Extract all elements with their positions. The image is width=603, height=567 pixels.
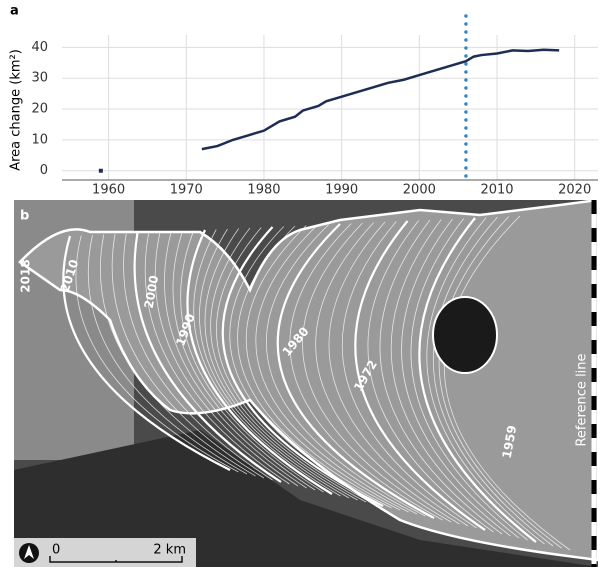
x-tick-label: 1990 xyxy=(325,183,358,198)
front-line xyxy=(144,232,290,485)
front-line xyxy=(87,234,248,475)
terrain xyxy=(14,430,598,567)
front-line xyxy=(164,231,307,489)
y-tick-label: 30 xyxy=(31,71,48,86)
front-line xyxy=(133,232,282,483)
front-line xyxy=(302,222,452,523)
front-line xyxy=(379,219,503,535)
front-line xyxy=(100,234,256,477)
front-line xyxy=(245,225,409,513)
front-line xyxy=(315,222,460,525)
front-line xyxy=(123,233,273,481)
scale-bar xyxy=(49,556,183,563)
front-line xyxy=(367,220,494,533)
scale-label: 0 xyxy=(52,543,60,558)
x-tick-label: 2000 xyxy=(403,183,436,198)
y-tick-label: 40 xyxy=(31,40,48,55)
front-line xyxy=(216,227,375,505)
year-label: 1959 xyxy=(500,424,520,459)
front-line xyxy=(154,231,299,487)
front-line xyxy=(266,224,426,517)
front-line xyxy=(199,228,350,499)
front-lines xyxy=(62,215,571,551)
front-line xyxy=(204,228,358,501)
front-line xyxy=(438,216,562,549)
scale-label: 2 km xyxy=(153,543,186,558)
front-line xyxy=(221,226,384,507)
front-line xyxy=(432,216,554,547)
front-line xyxy=(193,229,341,497)
front-line xyxy=(180,230,324,493)
x-tick-label: 2010 xyxy=(480,183,513,198)
front-line xyxy=(354,220,486,531)
year-label: 2018 xyxy=(19,259,33,292)
front-line xyxy=(172,230,316,491)
y-axis-label: Area change (km²) xyxy=(9,49,24,171)
year-label: 2000 xyxy=(142,274,162,309)
map-panel: b 2018 2010 2000 1990 1980 1972 1959 Ref… xyxy=(14,200,598,567)
y-tick-label: 10 xyxy=(31,132,48,147)
front-line xyxy=(443,215,571,551)
x-tick-label: 2020 xyxy=(558,183,591,198)
panel-label: a xyxy=(10,4,19,19)
front-line xyxy=(426,217,545,545)
front-line xyxy=(328,221,469,527)
y-tick-label: 0 xyxy=(40,163,48,178)
lake xyxy=(432,296,498,374)
front-line xyxy=(62,235,231,471)
front-line xyxy=(410,218,528,541)
data-line xyxy=(201,48,560,151)
panel-label: b xyxy=(20,209,29,224)
front-line xyxy=(276,223,435,519)
front-line xyxy=(289,223,443,521)
front-line xyxy=(341,221,477,529)
y-tick-label: 20 xyxy=(31,102,48,117)
front-line xyxy=(75,235,239,473)
reference-line-label: Reference line xyxy=(575,353,590,446)
front-line xyxy=(237,225,401,511)
x-tick-label: 1970 xyxy=(170,183,203,198)
front-line xyxy=(186,229,333,495)
front-line xyxy=(255,224,418,515)
x-tick-label: 1980 xyxy=(247,183,280,198)
north-arrow-head xyxy=(24,545,34,559)
x-tick-label: 1960 xyxy=(92,183,125,198)
front-line xyxy=(390,219,511,537)
data-point xyxy=(98,168,103,173)
front-line xyxy=(229,226,392,509)
front-line xyxy=(418,217,537,543)
front-line xyxy=(401,218,520,539)
front-line xyxy=(210,227,367,503)
front-line xyxy=(111,233,265,479)
